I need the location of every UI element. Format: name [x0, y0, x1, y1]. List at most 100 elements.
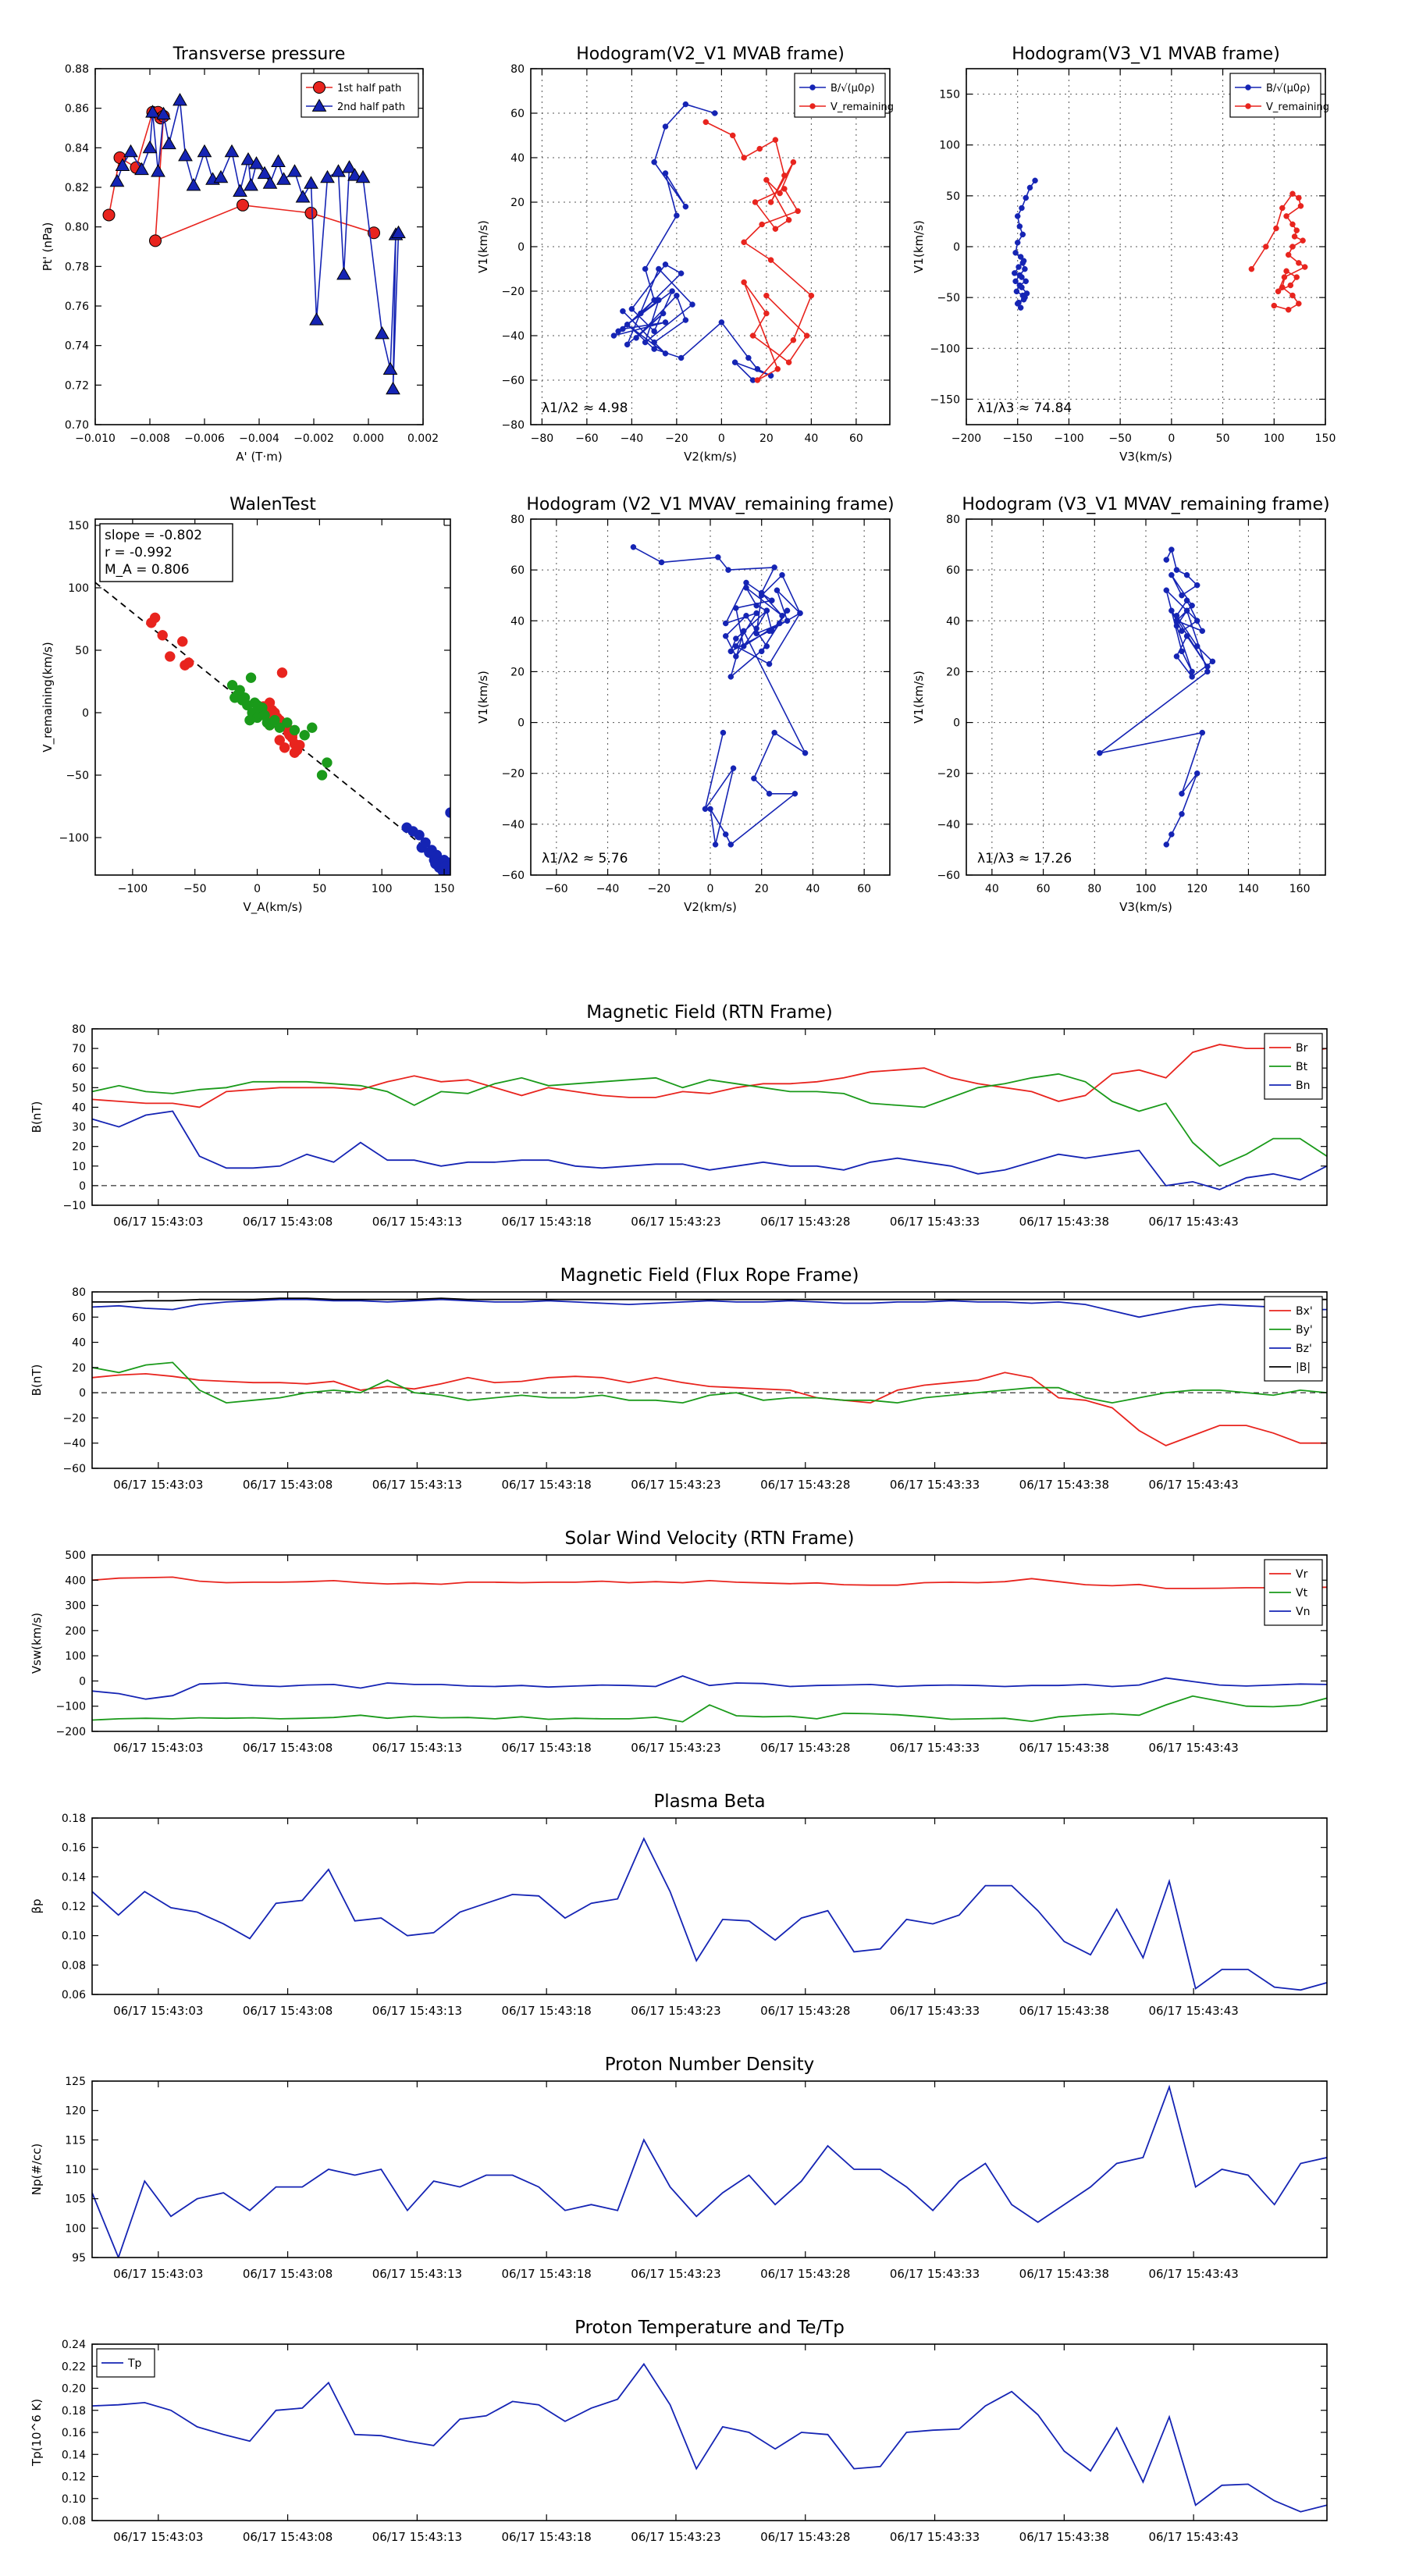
- data-point: [741, 239, 747, 246]
- hodogram-v2v1-mvav-chart: −60 −40 −20 0 20 40 60 −60 −40 −20 0 20 40 60 80Hodogr…: [476, 495, 895, 914]
- y-tick-label: 0.84: [65, 142, 89, 155]
- y-tick-label: 110: [65, 2164, 86, 2176]
- y-tick-label: −50: [937, 292, 960, 304]
- data-point: [638, 310, 644, 317]
- y-tick-label: 120: [65, 2105, 86, 2118]
- scatter-point: [289, 747, 301, 758]
- x-tick-label: 40: [985, 883, 999, 895]
- data-point: [1179, 628, 1185, 635]
- data-point: [1168, 607, 1175, 614]
- y-tick-label: 30: [72, 1122, 86, 1134]
- x-tick-label: 80: [1087, 883, 1101, 895]
- plot-frame: [530, 68, 891, 425]
- scatter-point: [183, 657, 194, 668]
- scatter-point: [299, 730, 310, 741]
- series-line-Bz': [92, 1298, 1327, 1318]
- data-point: [109, 173, 125, 187]
- data-point: [134, 162, 149, 176]
- time-tick-label: 06/17 15:43:13: [372, 1478, 462, 1492]
- data-point: [1163, 587, 1170, 593]
- x-tick-label: −0.010: [75, 432, 116, 445]
- y-tick-label: 100: [68, 582, 89, 595]
- plot-frame: [94, 518, 451, 876]
- plasma-beta-data: [92, 1837, 1327, 1991]
- data-point: [715, 554, 721, 560]
- data-point: [772, 226, 779, 232]
- legend-label: Bz': [1296, 1343, 1312, 1355]
- y-tick-label: 50: [946, 190, 960, 203]
- x-tick-label: 150: [434, 883, 455, 895]
- time-tick-label: 06/17 15:43:23: [631, 2267, 720, 2281]
- scatter-point: [445, 807, 450, 818]
- data-point: [784, 617, 791, 624]
- data-point: [662, 170, 669, 176]
- y-tick-label: 40: [510, 615, 525, 628]
- y-axis-label: Np(#/cc): [30, 2144, 44, 2196]
- data-point: [722, 831, 729, 838]
- data-point: [197, 144, 212, 158]
- chart-title: Solar Wind Velocity (RTN Frame): [564, 1528, 854, 1549]
- data-point: [342, 160, 357, 173]
- data-point: [774, 366, 781, 372]
- data-point: [722, 620, 729, 627]
- eigenvalue-ratio-annotation: λ1/λ3 ≈ 17.26: [977, 851, 1072, 866]
- proton-temperature-data: [92, 2362, 1327, 2513]
- data-point: [244, 177, 258, 191]
- data-point: [660, 310, 667, 317]
- data-point: [781, 173, 788, 179]
- time-tick-label: 06/17 15:43:33: [890, 2530, 980, 2544]
- data-point: [771, 729, 777, 736]
- y-tick-label: 0: [518, 717, 525, 730]
- time-tick-label: 06/17 15:43:33: [890, 1478, 980, 1492]
- y-tick-label: −40: [62, 1438, 86, 1450]
- series-line-Vt: [92, 1695, 1327, 1723]
- scatter-point: [414, 830, 425, 841]
- data-point: [727, 841, 735, 848]
- y-tick-label: 50: [75, 645, 89, 657]
- x-tick-label: −0.002: [293, 432, 334, 445]
- data-point: [656, 297, 662, 304]
- time-tick-label: 06/17 15:43:43: [1148, 1741, 1238, 1755]
- data-point: [233, 183, 247, 197]
- data-point: [1199, 729, 1206, 736]
- series-line-V_remaining: [705, 121, 813, 381]
- data-point: [1183, 571, 1190, 578]
- legend-swatch-marker: [311, 98, 327, 112]
- scatter-point: [244, 714, 255, 726]
- x-axis-label: A' (T·m): [236, 450, 282, 464]
- data-point: [752, 199, 759, 205]
- y-tick-label: 0.12: [62, 2471, 86, 2484]
- data-point: [355, 169, 371, 183]
- y-axis-label: Tp(10^6 K): [30, 2399, 44, 2467]
- data-point: [320, 169, 335, 183]
- plot-frame: [91, 2080, 1328, 2258]
- data-point: [386, 381, 400, 395]
- data-point: [1173, 653, 1180, 660]
- hodogram-v3v1-mvav-data: [1097, 546, 1216, 848]
- series-line-Br: [92, 1044, 1327, 1108]
- data-point: [753, 630, 759, 637]
- data-point: [772, 137, 779, 143]
- data-point: [630, 544, 637, 550]
- data-point: [779, 571, 785, 578]
- chart-title: Hodogram (V2_V1 MVAV_remaining frame): [526, 495, 894, 514]
- legend-label: Vt: [1296, 1587, 1308, 1599]
- time-tick-label: 06/17 15:43:38: [1019, 1478, 1109, 1492]
- data-point: [115, 158, 130, 172]
- x-tick-label: 0.000: [353, 432, 384, 445]
- data-point: [1189, 674, 1195, 680]
- x-tick-label: −60: [575, 432, 599, 445]
- scatter-point: [245, 672, 257, 683]
- data-point: [651, 158, 657, 165]
- data-point: [391, 225, 406, 239]
- data-point: [1248, 265, 1255, 272]
- data-point: [753, 610, 759, 617]
- scatter-point: [294, 739, 305, 751]
- data-point: [733, 643, 739, 649]
- data-point: [304, 176, 318, 189]
- y-tick-label: 0.08: [62, 2515, 86, 2528]
- data-point: [1199, 628, 1206, 635]
- series-line-Bt: [92, 1073, 1327, 1167]
- plot-frame: [966, 518, 1326, 876]
- legend-box: [1264, 1296, 1323, 1382]
